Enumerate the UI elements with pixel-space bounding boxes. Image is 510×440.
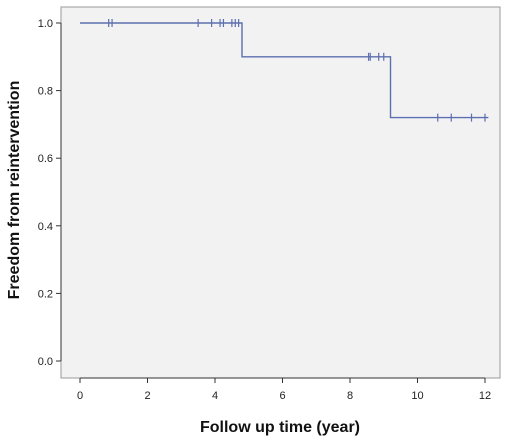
y-tick-label: 0.8 (38, 86, 53, 98)
x-tick-label: 4 (212, 390, 218, 402)
y-tick-label: 0.0 (38, 356, 53, 368)
x-tick-label: 6 (279, 390, 285, 402)
plot-area (60, 6, 501, 379)
x-axis-title: Follow up time (year) (200, 419, 360, 436)
y-tick-label: 0.2 (38, 288, 53, 300)
y-tick-label: 1.0 (38, 18, 53, 30)
survival-step-line (80, 22, 489, 119)
x-tick-label: 10 (411, 390, 423, 402)
y-axis: 0.0 0.2 0.4 0.6 0.8 1.0 (38, 18, 62, 368)
x-axis: 0 2 4 6 8 10 12 (77, 377, 491, 402)
x-tick-label: 0 (77, 390, 83, 402)
y-axis-title: Freedom from reintervention (6, 81, 23, 300)
y-tick-label: 0.6 (38, 153, 53, 165)
x-tick-label: 12 (479, 390, 491, 402)
series-layer (80, 19, 489, 122)
y-tick-label: 0.4 (38, 221, 53, 233)
x-tick-label: 2 (144, 390, 150, 402)
x-tick-label: 8 (347, 390, 353, 402)
